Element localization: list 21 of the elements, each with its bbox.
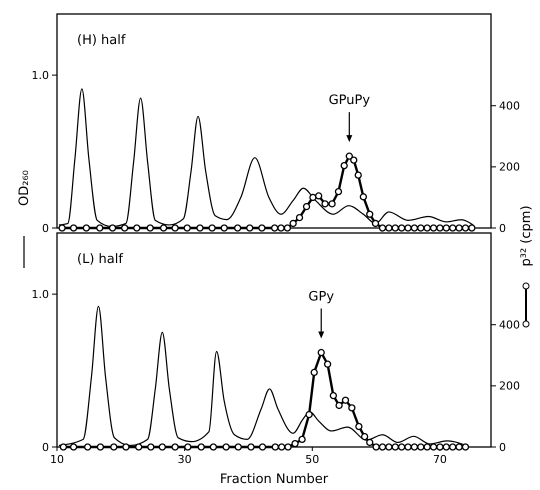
y-tick-label: 0 xyxy=(42,222,49,235)
y2-tick-label: 200 xyxy=(499,160,520,174)
text: (L) half xyxy=(77,252,124,267)
y-axis-title: OD₂₆₀ xyxy=(17,170,32,206)
annotation: GPuPy xyxy=(328,93,370,108)
y-tick-label: 0 xyxy=(42,440,49,454)
y2-tick-label: 0 xyxy=(499,222,506,235)
y2-tick-label: 400 xyxy=(499,100,520,113)
y2-tick-label: 400 xyxy=(499,318,520,332)
y2-axis-title: p³² (cpm) xyxy=(519,205,534,267)
x-tick-label: 30 xyxy=(178,453,192,466)
x-tick-label: 10 xyxy=(50,453,64,466)
y-tick-label: 1.0 xyxy=(32,288,49,301)
y2-tick-label: 0 xyxy=(499,440,506,454)
x-axis-title: Fraction Number xyxy=(220,472,329,487)
y2-tick-label: 200 xyxy=(499,380,520,393)
y-tick-label: 1.0 xyxy=(32,68,49,82)
x-tick-label: 50 xyxy=(305,453,320,466)
text: (H) half xyxy=(77,33,126,48)
annotation: GPy xyxy=(308,290,334,305)
x-tick-label: 70 xyxy=(432,453,447,466)
